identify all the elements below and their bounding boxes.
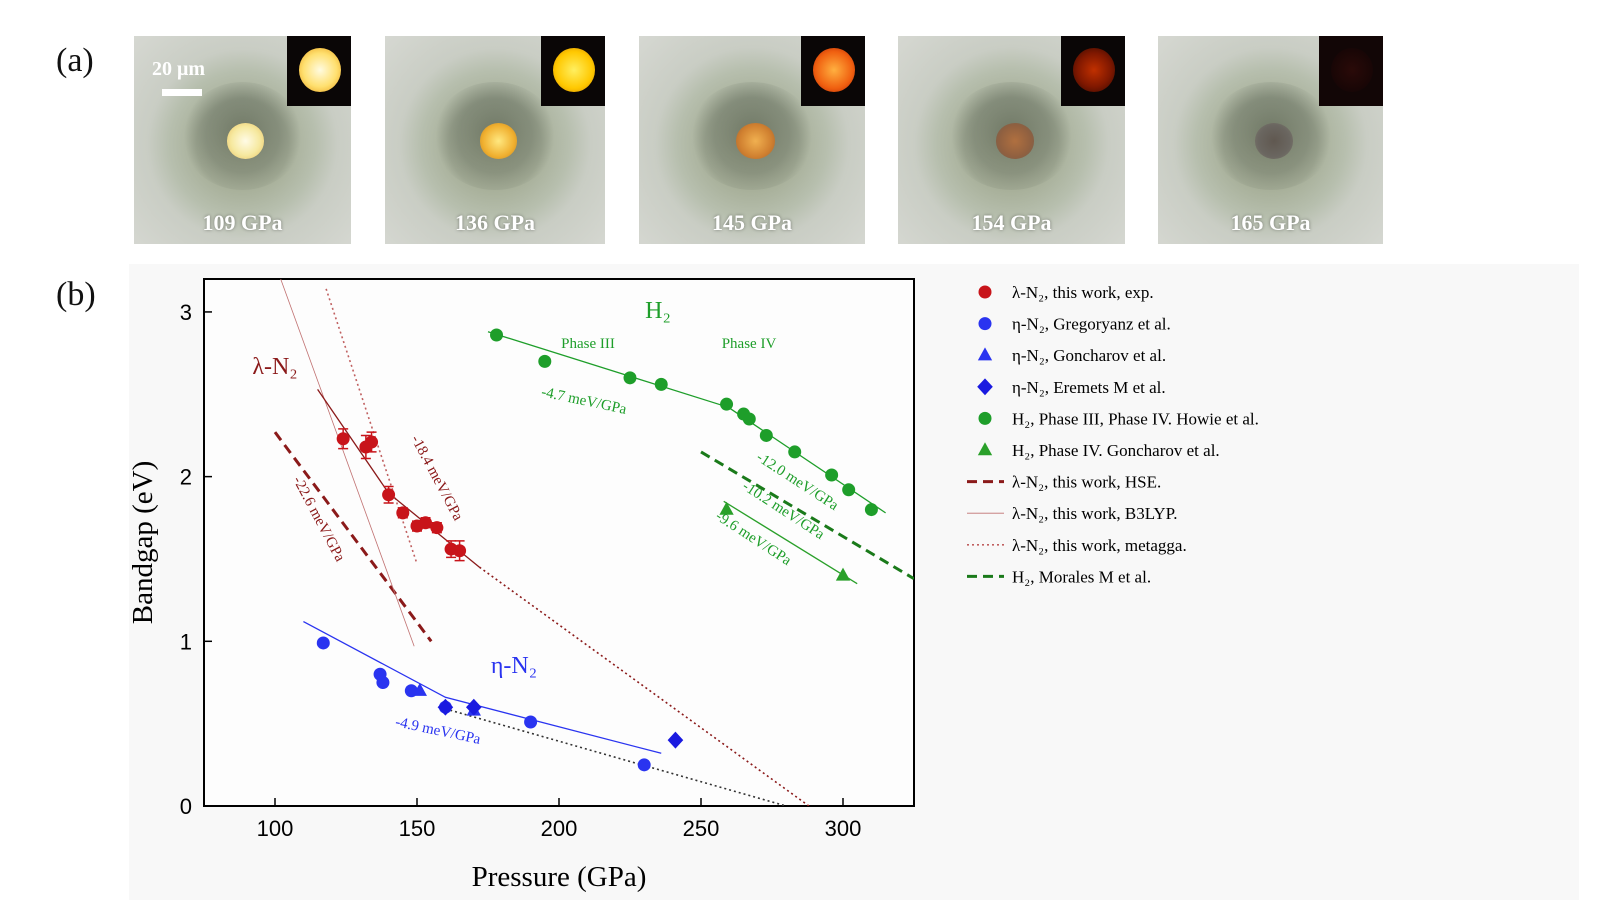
plot-area bbox=[203, 278, 915, 807]
data-point bbox=[719, 501, 734, 515]
annotation: λ-N₂ bbox=[252, 354, 297, 380]
micrograph: 165 GPa bbox=[1158, 36, 1383, 244]
data-point bbox=[453, 544, 467, 558]
x-tick-label: 300 bbox=[825, 816, 862, 841]
fit-line bbox=[303, 620, 662, 754]
legend-label: λ-N₂, this work, B3LYP. bbox=[1012, 504, 1177, 523]
annotation: Phase IV bbox=[722, 336, 777, 352]
pressure-caption: 109 GPa bbox=[202, 210, 283, 235]
data-point bbox=[336, 432, 350, 446]
legend-marker bbox=[977, 347, 993, 361]
data-point bbox=[842, 483, 856, 497]
data-point bbox=[437, 698, 454, 716]
data-point bbox=[376, 675, 390, 689]
legend-label: H₂, Phase IV. Goncharov et al. bbox=[1012, 441, 1220, 460]
annotation: H₂ bbox=[645, 298, 671, 324]
legend-marker bbox=[978, 317, 992, 331]
y-axis-title: Bandgap (eV) bbox=[127, 461, 159, 624]
fit-line bbox=[273, 431, 433, 643]
data-point bbox=[316, 636, 330, 650]
annotation: η-N₂ bbox=[491, 653, 537, 679]
y-tick-label: 2 bbox=[180, 465, 192, 490]
data-point bbox=[412, 682, 427, 696]
data-point bbox=[466, 698, 482, 716]
x-axis-title: Pressure (GPa) bbox=[472, 861, 647, 893]
micrograph: 136 GPa bbox=[385, 36, 605, 244]
data-point bbox=[419, 516, 433, 530]
y-tick-label: 0 bbox=[180, 794, 192, 819]
data-point bbox=[759, 428, 773, 442]
scale-bar: 20 μm bbox=[152, 58, 205, 96]
fit-line bbox=[280, 279, 415, 647]
data-point bbox=[365, 435, 379, 449]
legend-label: H₂, Phase III, Phase IV. Howie et al. bbox=[1012, 409, 1259, 428]
fit-line bbox=[723, 500, 858, 585]
legend-label: λ-N₂, this work, exp. bbox=[1012, 283, 1154, 302]
pressure-caption: 136 GPa bbox=[454, 210, 536, 235]
pressure-caption: 145 GPa bbox=[711, 210, 793, 235]
x-tick-label: 250 bbox=[683, 816, 720, 841]
data-point bbox=[835, 567, 851, 581]
data-point bbox=[825, 468, 839, 482]
legend-label: η-N₂, Eremets M et al. bbox=[1012, 378, 1166, 397]
data-point bbox=[637, 758, 651, 772]
pressure-caption: 154 GPa bbox=[971, 210, 1052, 235]
data-point bbox=[667, 731, 684, 749]
data-point bbox=[396, 506, 410, 520]
micrograph: 154 GPa bbox=[898, 36, 1125, 244]
x-tick-label: 200 bbox=[541, 816, 578, 841]
legend-marker bbox=[977, 442, 993, 456]
annotation: Phase III bbox=[561, 336, 615, 352]
data-point bbox=[490, 328, 504, 342]
y-tick-label: 1 bbox=[180, 629, 192, 654]
scale-label: 20 μm bbox=[152, 58, 205, 80]
panel-label: (a) bbox=[56, 42, 94, 79]
fit-line bbox=[445, 708, 787, 806]
data-point bbox=[382, 488, 396, 502]
data-point bbox=[788, 445, 802, 459]
legend-label: η-N₂, Gregoryanz et al. bbox=[1012, 315, 1171, 334]
legend-label: H₂, Morales M et al. bbox=[1012, 567, 1151, 586]
y-tick-label: 3 bbox=[180, 300, 192, 325]
data-point bbox=[524, 715, 538, 729]
micrograph: 145 GPa bbox=[639, 36, 865, 244]
legend-label: λ-N₂, this work, metagga. bbox=[1012, 536, 1187, 555]
data-point bbox=[538, 354, 552, 368]
legend-label: λ-N₂, this work, HSE. bbox=[1012, 473, 1161, 492]
legend-marker bbox=[978, 285, 992, 299]
fit-line bbox=[487, 331, 724, 407]
data-point bbox=[742, 412, 756, 426]
data-point bbox=[654, 377, 668, 391]
legend-marker bbox=[978, 411, 992, 425]
micrograph: 20 μm 109 GPa bbox=[134, 36, 351, 244]
pressure-caption: 165 GPa bbox=[1230, 210, 1311, 235]
data-point bbox=[430, 521, 444, 535]
panel-label: (b) bbox=[56, 276, 96, 313]
data-point bbox=[864, 503, 878, 517]
legend-marker bbox=[977, 378, 993, 396]
x-tick-label: 150 bbox=[399, 816, 436, 841]
x-tick-label: 100 bbox=[257, 816, 294, 841]
fit-line bbox=[700, 450, 914, 581]
legend-label: η-N₂, Goncharov et al. bbox=[1012, 346, 1166, 365]
data-point bbox=[623, 371, 637, 385]
data-point bbox=[720, 397, 734, 411]
